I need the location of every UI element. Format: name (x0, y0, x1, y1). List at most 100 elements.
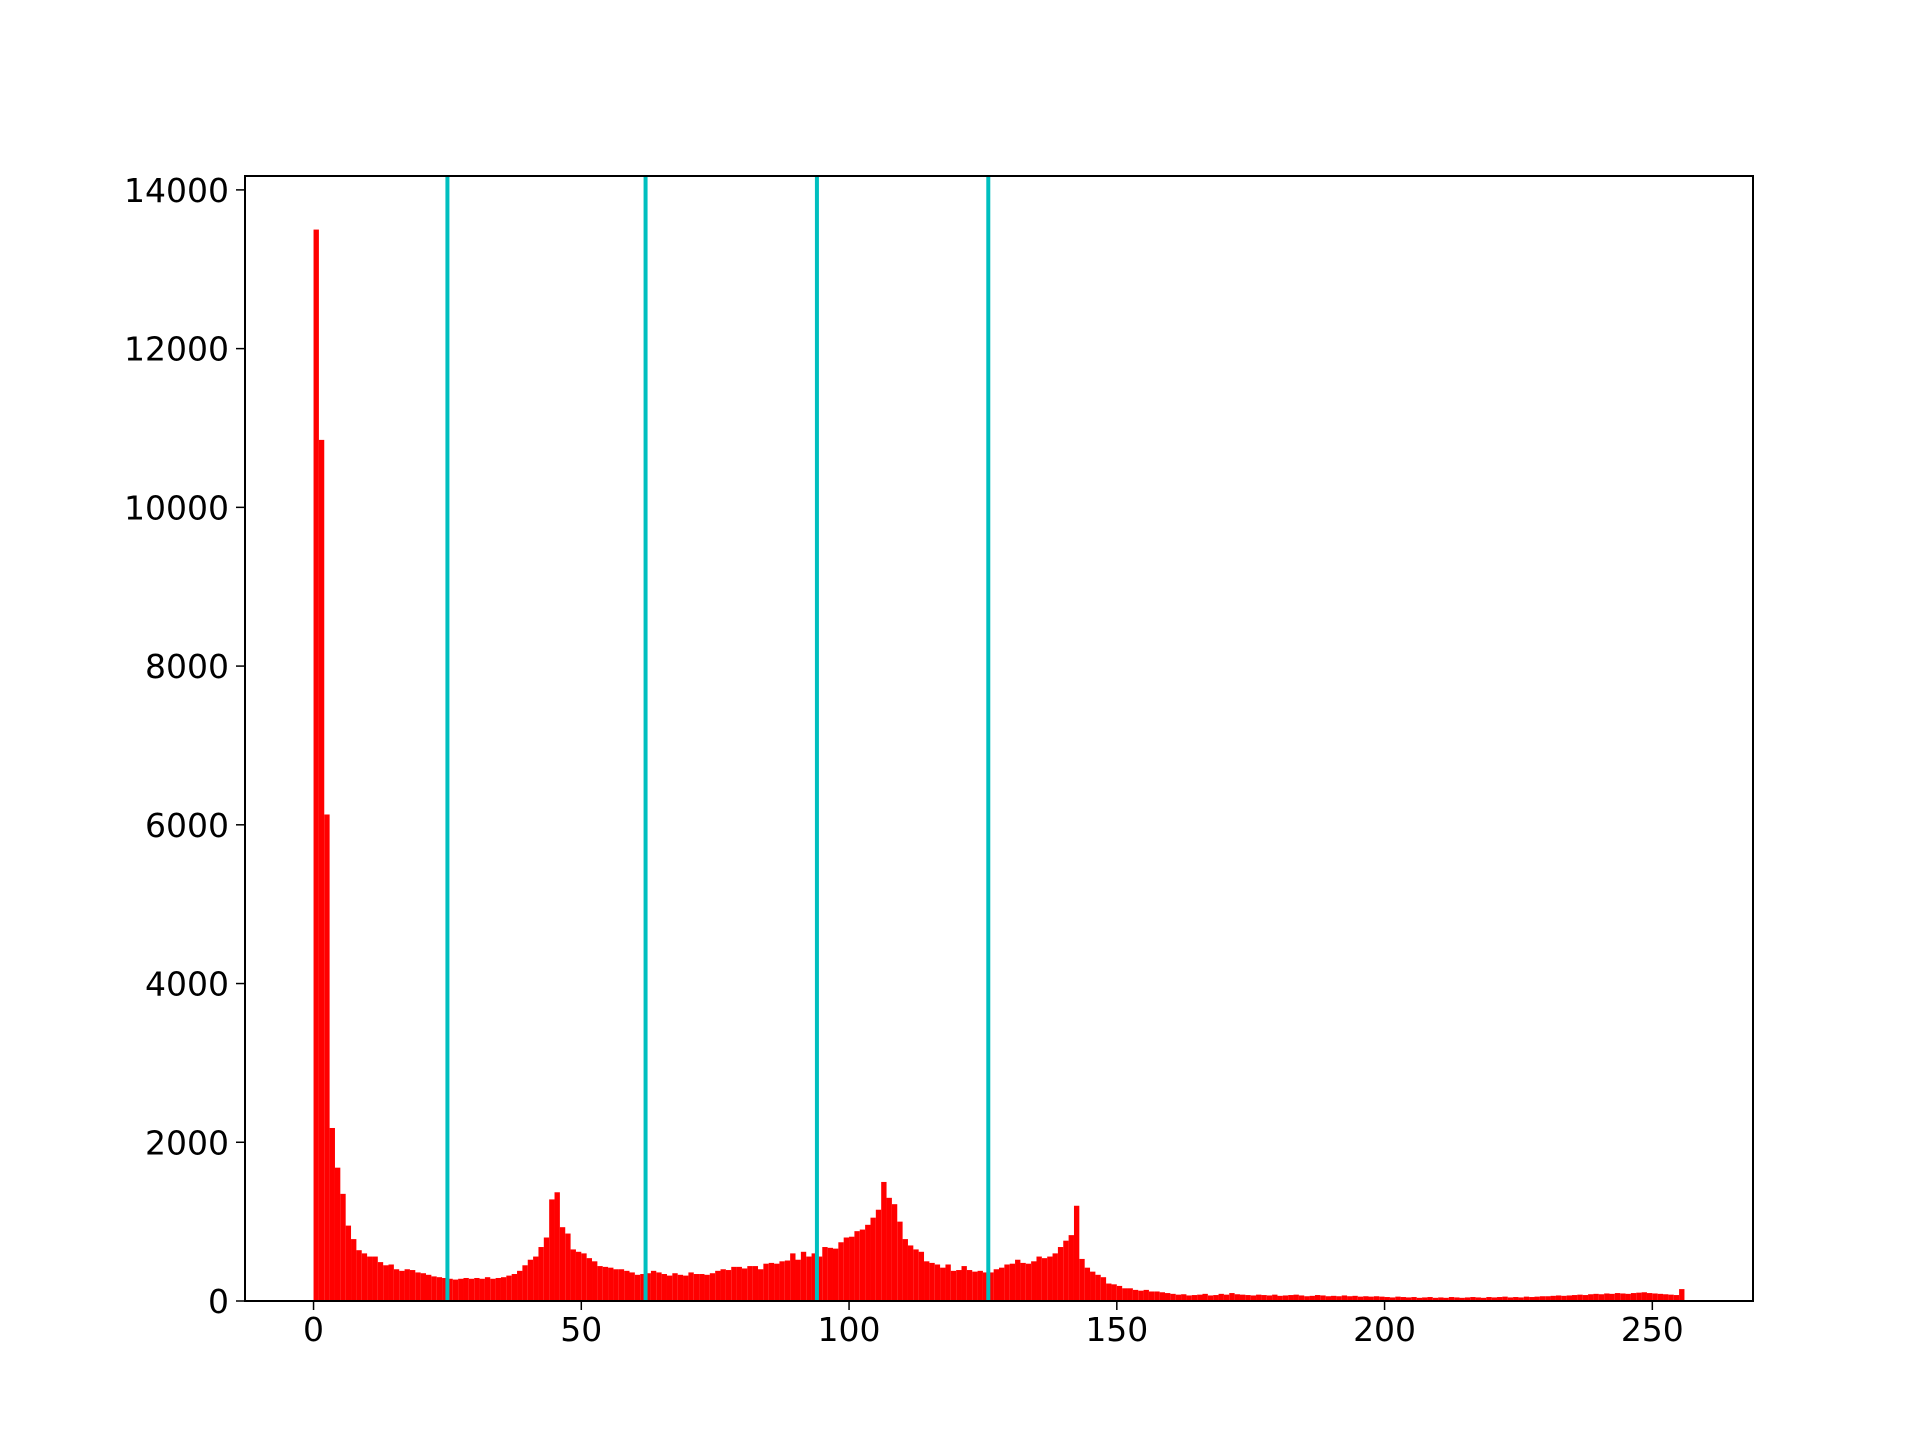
bar (1443, 1297, 1449, 1301)
bar (1325, 1296, 1332, 1301)
bar (752, 1266, 759, 1301)
bar (1523, 1296, 1530, 1301)
bar (506, 1275, 512, 1301)
bar (865, 1224, 871, 1301)
plot-frame (244, 175, 1754, 1302)
bar (1202, 1293, 1208, 1301)
bar (559, 1227, 566, 1301)
bar (324, 814, 330, 1301)
bar (993, 1269, 999, 1301)
bar (1614, 1293, 1621, 1301)
bar (1100, 1277, 1107, 1301)
bar (1357, 1296, 1364, 1301)
bar (827, 1247, 833, 1301)
bar (1304, 1296, 1310, 1301)
bar (361, 1253, 368, 1301)
y-tick-label: 8000 (145, 647, 229, 686)
bar (918, 1251, 925, 1301)
bar (1015, 1259, 1021, 1301)
bar (1609, 1293, 1615, 1301)
bar (1245, 1295, 1251, 1301)
bar (1143, 1289, 1149, 1301)
bar (1395, 1296, 1401, 1301)
bar (1025, 1263, 1032, 1301)
bar (351, 1239, 357, 1301)
y-tick-label: 12000 (124, 330, 229, 369)
bar (1154, 1291, 1160, 1301)
bar (999, 1267, 1005, 1301)
bar (929, 1262, 935, 1301)
bar (1464, 1297, 1471, 1301)
bar (849, 1236, 855, 1301)
bar (1566, 1295, 1572, 1301)
bar (1320, 1295, 1326, 1301)
bar (1577, 1294, 1583, 1301)
bar (1256, 1294, 1262, 1301)
bar (672, 1273, 678, 1301)
bar (661, 1274, 667, 1301)
bar (1250, 1295, 1257, 1301)
bar (1165, 1293, 1171, 1301)
bar (1106, 1283, 1112, 1301)
bar (565, 1233, 571, 1301)
x-tick-label: 200 (1353, 1310, 1416, 1349)
bar (758, 1269, 764, 1301)
bar (329, 1127, 335, 1301)
bar (902, 1239, 908, 1301)
bar (1186, 1295, 1192, 1301)
bar (1502, 1296, 1508, 1301)
bar (795, 1259, 801, 1301)
bar (447, 1278, 453, 1301)
bar (1555, 1295, 1562, 1301)
bar (1352, 1295, 1358, 1301)
bar (1663, 1294, 1669, 1301)
bar (522, 1265, 528, 1301)
bar (602, 1266, 609, 1301)
bar (1331, 1295, 1337, 1301)
bar (784, 1260, 791, 1301)
bar (1438, 1297, 1444, 1301)
bar (618, 1269, 625, 1301)
bar (1309, 1295, 1315, 1301)
bar (1475, 1297, 1481, 1301)
bar (1175, 1294, 1182, 1301)
bar (875, 1209, 882, 1301)
bar (1057, 1247, 1064, 1301)
y-tick-label: 4000 (145, 965, 229, 1004)
bar (1036, 1256, 1042, 1301)
bar (1170, 1293, 1176, 1301)
bar (1673, 1295, 1680, 1301)
bar (640, 1274, 646, 1301)
bar (1534, 1296, 1540, 1301)
bar (1400, 1297, 1406, 1301)
bar (1507, 1297, 1514, 1301)
bar (1432, 1297, 1439, 1301)
bar (940, 1267, 946, 1301)
bar (768, 1262, 775, 1301)
bar (1518, 1297, 1524, 1301)
bar (1625, 1293, 1631, 1301)
bar (956, 1270, 962, 1301)
bar (575, 1251, 582, 1301)
bar (811, 1253, 817, 1301)
y-tick-label: 14000 (124, 171, 229, 210)
bar (950, 1270, 957, 1301)
bar (377, 1262, 384, 1301)
bar (972, 1271, 978, 1301)
bar (720, 1269, 726, 1301)
bar (420, 1273, 427, 1301)
bar (1384, 1297, 1390, 1301)
bar (592, 1261, 598, 1301)
bar (415, 1272, 421, 1301)
bar (452, 1279, 459, 1301)
bar (1282, 1295, 1289, 1301)
bar (1411, 1297, 1417, 1301)
bar (656, 1272, 662, 1301)
x-tick-label: 250 (1621, 1310, 1684, 1349)
bar (1239, 1294, 1246, 1301)
bar (693, 1274, 700, 1301)
bar (1641, 1292, 1647, 1301)
bar (511, 1274, 518, 1301)
bar (1652, 1293, 1658, 1301)
